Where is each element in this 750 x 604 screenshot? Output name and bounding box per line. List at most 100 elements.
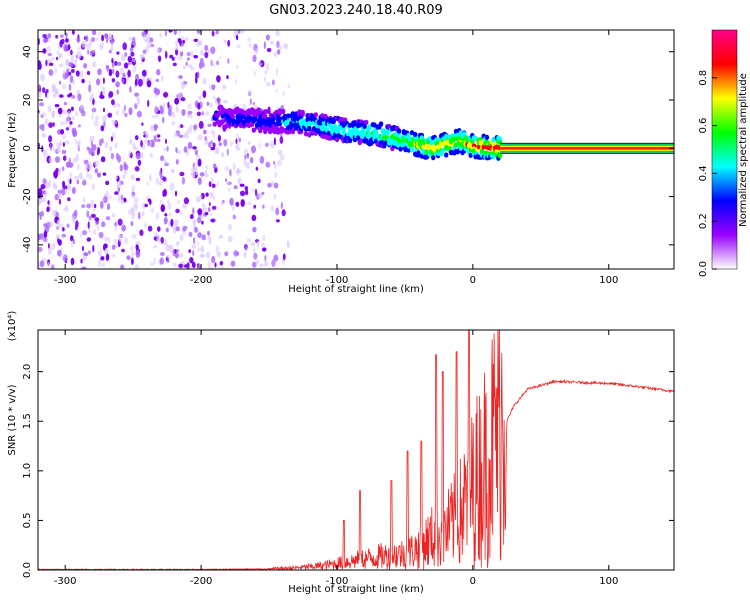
noise-speckle xyxy=(272,79,275,86)
noise-speckle xyxy=(56,234,60,240)
noise-speckle xyxy=(280,201,283,210)
noise-speckle xyxy=(129,47,134,52)
noise-speckle xyxy=(211,84,216,90)
noise-speckle xyxy=(102,77,105,84)
noise-speckle xyxy=(96,172,101,178)
noise-speckle xyxy=(42,237,48,243)
noise-speckle xyxy=(197,102,201,110)
noise-speckle xyxy=(201,111,204,116)
colorbar-label: Normalized spectral amplitude xyxy=(738,73,749,227)
ridge-cell xyxy=(313,112,318,118)
noise-speckle xyxy=(160,75,164,82)
noise-speckle xyxy=(214,262,217,268)
noise-speckle xyxy=(114,142,118,149)
noise-speckle xyxy=(74,138,78,145)
noise-speckle xyxy=(56,226,59,230)
noise-speckle xyxy=(86,147,90,151)
noise-speckle xyxy=(227,187,231,193)
noise-speckle xyxy=(144,203,148,208)
noise-speckle xyxy=(46,88,49,94)
noise-speckle xyxy=(208,238,212,245)
noise-speckle xyxy=(112,68,115,75)
noise-speckle xyxy=(131,44,134,49)
noise-speckle xyxy=(92,208,96,212)
noise-speckle xyxy=(115,120,118,125)
noise-speckle xyxy=(92,244,95,253)
noise-speckle xyxy=(53,146,56,152)
noise-speckle xyxy=(43,223,48,227)
noise-speckle xyxy=(179,51,184,57)
noise-speckle xyxy=(227,58,230,64)
noise-speckle xyxy=(254,48,259,54)
noise-speckle xyxy=(130,207,135,216)
noise-speckle xyxy=(68,157,71,166)
noise-speckle xyxy=(273,160,275,165)
noise-speckle xyxy=(178,252,184,258)
noise-speckle xyxy=(38,233,41,241)
noise-speckle xyxy=(95,221,98,228)
noise-speckle xyxy=(265,161,271,168)
noise-speckle xyxy=(54,67,58,74)
noise-speckle xyxy=(39,260,45,268)
noise-speckle xyxy=(175,147,178,153)
noise-speckle xyxy=(72,238,75,245)
noise-speckle xyxy=(65,59,69,65)
ridge-cell xyxy=(462,131,467,137)
noise-speckle xyxy=(235,34,239,41)
noise-speckle xyxy=(43,190,48,197)
noise-speckle xyxy=(227,223,232,231)
noise-speckle xyxy=(65,161,70,168)
noise-speckle xyxy=(58,223,64,228)
noise-speckle xyxy=(98,31,102,36)
noise-speckle xyxy=(269,40,275,45)
noise-speckle xyxy=(166,145,169,152)
noise-speckle xyxy=(106,65,110,72)
noise-speckle xyxy=(197,134,203,141)
noise-speckle xyxy=(108,49,112,54)
ridge-cell xyxy=(364,119,369,125)
noise-speckle xyxy=(120,199,125,205)
noise-speckle xyxy=(117,187,120,193)
noise-speckle xyxy=(75,110,78,117)
ridge-cell xyxy=(497,153,503,159)
noise-speckle xyxy=(146,80,152,88)
noise-speckle xyxy=(91,144,97,151)
noise-speckle xyxy=(60,129,65,135)
noise-speckle xyxy=(77,163,80,171)
y-tick-label: 40 xyxy=(22,45,33,58)
noise-speckle xyxy=(139,229,144,236)
noise-speckle xyxy=(131,185,136,191)
noise-speckle xyxy=(60,34,64,38)
noise-speckle xyxy=(130,221,134,227)
noise-speckle xyxy=(86,210,90,218)
snr-marks xyxy=(38,330,674,570)
noise-speckle xyxy=(105,180,110,186)
ridge-cell xyxy=(360,128,366,134)
noise-speckle xyxy=(201,203,206,208)
noise-speckle xyxy=(275,68,279,76)
noise-speckle xyxy=(174,252,179,259)
noise-speckle xyxy=(135,249,141,258)
noise-speckle xyxy=(65,38,69,43)
noise-speckle xyxy=(103,243,108,249)
noise-speckle xyxy=(91,112,94,121)
noise-speckle xyxy=(275,88,278,93)
noise-speckle xyxy=(259,155,265,164)
ridge-cell xyxy=(484,134,490,140)
noise-speckle xyxy=(187,64,193,68)
noise-speckle xyxy=(208,202,211,207)
noise-speckle xyxy=(58,63,64,68)
noise-speckle xyxy=(197,216,202,224)
noise-speckle xyxy=(207,260,211,269)
noise-speckle xyxy=(218,234,224,239)
y-tick-label: 0 xyxy=(22,145,33,151)
noise-speckle xyxy=(134,166,140,172)
noise-speckle xyxy=(188,265,192,269)
noise-speckle xyxy=(127,61,131,65)
noise-speckle xyxy=(262,204,265,209)
noise-speckle xyxy=(101,86,106,90)
noise-speckle xyxy=(287,84,291,89)
noise-speckle xyxy=(90,213,96,218)
